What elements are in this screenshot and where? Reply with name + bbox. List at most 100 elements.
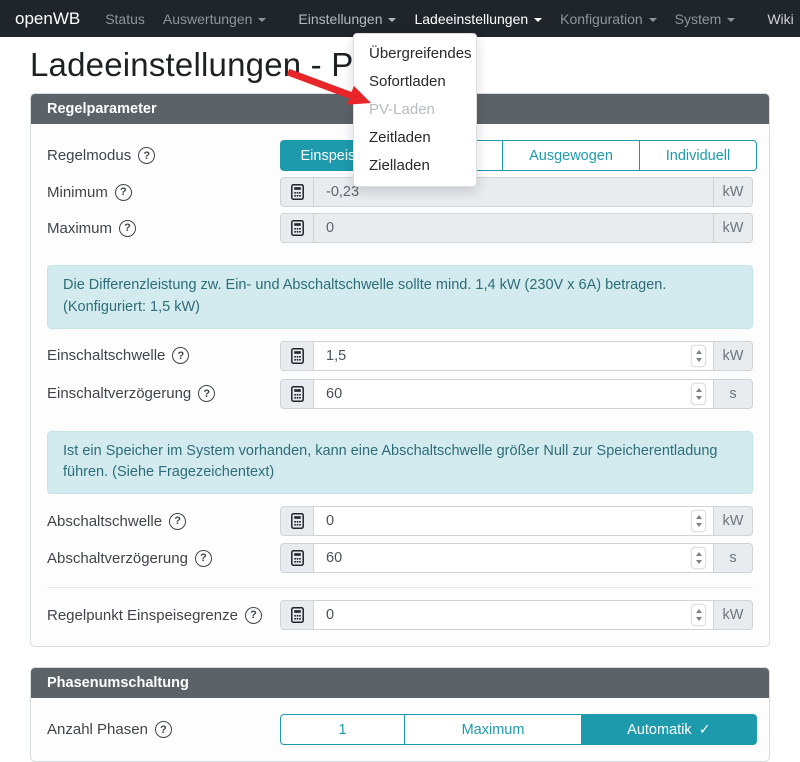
number-stepper[interactable] [691,604,706,626]
input-value: 60 [326,550,342,566]
field-label: Abschaltverzögerung [47,550,188,567]
abschaltschwelle-unit: kW [713,506,753,536]
input-value: 0 [326,607,334,623]
einschaltverzoegerung-input-group: 60 s [280,379,753,409]
regelpunkt-input-group: 0 kW [280,600,753,630]
check-icon: ✓ [699,722,711,738]
einschaltschwelle-unit: kW [713,341,753,371]
dropdown-item-zeitladen[interactable]: Zeitladen [354,124,476,152]
label-abschaltschwelle: Abschaltschwelle ? [47,513,280,530]
nav-item-auswertungen[interactable]: Auswertungen [163,11,267,27]
label-einschaltverzoegerung: Einschaltverzögerung ? [47,385,280,402]
calculator-icon-button[interactable] [280,379,314,409]
stepper-down-icon [696,396,702,400]
label-abschaltverzoegerung: Abschaltverzögerung ? [47,550,280,567]
abschaltverzoegerung-input-group: 60 s [280,543,753,573]
phasen-button-maximum[interactable]: Maximum [405,714,582,745]
number-stepper[interactable] [691,547,706,569]
field-label: Einschaltverzögerung [47,385,191,402]
stepper-down-icon [696,560,702,564]
nav-item-einstellungen[interactable]: Einstellungen [298,11,396,27]
abschaltverzoegerung-input[interactable]: 60 [314,543,713,573]
stepper-up-icon [696,388,702,392]
input-value: 1,5 [326,348,346,364]
regelmodus-controls: Einspeisung Ausgewogen Individuell [280,140,757,171]
einschaltverzoegerung-unit: s [713,379,753,409]
label-einschaltschwelle: Einschaltschwelle ? [47,347,280,364]
navbar: openWB Status Auswertungen Einstellungen… [0,0,800,37]
nav-item-label: Wiki [767,11,793,27]
nav-item-status[interactable]: Status [105,11,145,27]
row-regelpunkt: Regelpunkt Einspeisegrenze ? 0 kW [47,600,753,630]
nav-item-label: Konfiguration [560,11,643,27]
question-circle-icon[interactable]: ? [198,385,215,402]
calculator-icon-button[interactable] [280,600,314,630]
card-phasenumschaltung: Phasenumschaltung Anzahl Phasen ? 1 Maxi… [30,667,770,762]
calculator-icon [291,386,304,402]
caret-down-icon [534,18,542,22]
question-circle-icon[interactable]: ? [138,147,155,164]
phasen-button-1[interactable]: 1 [280,714,405,745]
nav-item-system[interactable]: System [675,11,736,27]
calculator-icon-button[interactable] [280,543,314,573]
field-label: Abschaltschwelle [47,513,162,530]
anzahl-phasen-button-group: 1 Maximum Automatik✓ [280,714,757,745]
question-circle-icon[interactable]: ? [172,347,189,364]
info-alert-differenzleistung: Die Differenzleistung zw. Ein- und Absch… [47,265,753,329]
card-header-phasenumschaltung: Phasenumschaltung [31,668,769,698]
maximum-input-group: 0 kW [280,213,753,243]
regelmodus-button-ausgewogen[interactable]: Ausgewogen [503,140,640,171]
phasen-button-automatik[interactable]: Automatik✓ [582,714,757,745]
calculator-icon-button[interactable] [280,506,314,536]
row-abschaltschwelle: Abschaltschwelle ? 0 kW [47,506,753,536]
abschaltschwelle-input[interactable]: 0 [314,506,713,536]
einschaltschwelle-input[interactable]: 1,5 [314,341,713,371]
question-circle-icon[interactable]: ? [245,607,262,624]
field-label: Maximum [47,220,112,237]
stepper-up-icon [696,609,702,613]
nav-item-wiki[interactable]: Wiki [767,11,800,27]
nav-item-konfiguration[interactable]: Konfiguration [560,11,657,27]
label-regelmodus: Regelmodus ? [47,147,280,164]
caret-down-icon [727,18,735,22]
row-einschaltschwelle: Einschaltschwelle ? 1,5 kW [47,341,753,371]
regelpunkt-input[interactable]: 0 [314,600,713,630]
nav-item-ladeeinstellungen[interactable]: Ladeeinstellungen [414,11,542,27]
number-stepper[interactable] [691,345,706,367]
question-circle-icon[interactable]: ? [195,550,212,567]
brand-openwb[interactable]: openWB [15,9,80,29]
field-label: Anzahl Phasen [47,721,148,738]
nav-item-label: Ladeeinstellungen [414,11,528,27]
calculator-icon-button[interactable] [280,341,314,371]
einschaltschwelle-input-group: 1,5 kW [280,341,753,371]
label-maximum: Maximum ? [47,220,280,237]
stepper-down-icon [696,523,702,527]
row-anzahl-phasen: Anzahl Phasen ? 1 Maximum Automatik✓ [47,714,753,745]
calculator-icon-button[interactable] [280,177,314,207]
maximum-input: 0 [314,213,713,243]
stepper-up-icon [696,552,702,556]
question-circle-icon[interactable]: ? [155,721,172,738]
field-label: Regelpunkt Einspeisegrenze [47,607,238,624]
nav-item-label: Status [105,11,145,27]
nav-item-label: Einstellungen [298,11,382,27]
question-circle-icon[interactable]: ? [119,220,136,237]
question-circle-icon[interactable]: ? [169,513,186,530]
dropdown-item-zielladen[interactable]: Zielladen [354,152,476,180]
field-label: Regelmodus [47,147,131,164]
number-stepper[interactable] [691,510,706,532]
number-stepper[interactable] [691,383,706,405]
stepper-up-icon [696,515,702,519]
abschaltverzoegerung-unit: s [713,543,753,573]
calculator-icon [291,184,304,200]
calculator-icon-button[interactable] [280,213,314,243]
dropdown-item-sofortladen[interactable]: Sofortladen [354,68,476,96]
einschaltverzoegerung-input[interactable]: 60 [314,379,713,409]
row-abschaltverzoegerung: Abschaltverzögerung ? 60 s [47,543,753,573]
info-alert-speicher: Ist ein Speicher im System vorhanden, ka… [47,431,753,495]
section-divider [47,587,753,588]
dropdown-item-pv-laden[interactable]: PV-Laden [354,96,476,124]
regelmodus-button-individuell[interactable]: Individuell [640,140,757,171]
dropdown-item-uebergreifendes[interactable]: Übergreifendes [354,40,476,68]
question-circle-icon[interactable]: ? [115,184,132,201]
